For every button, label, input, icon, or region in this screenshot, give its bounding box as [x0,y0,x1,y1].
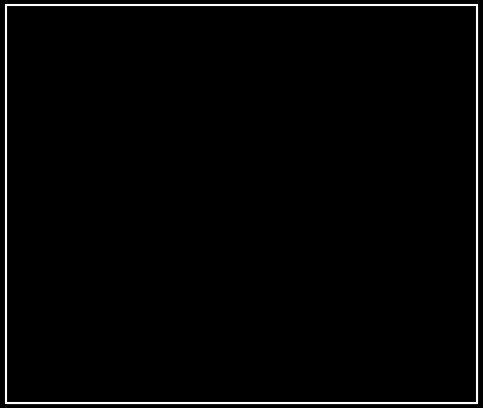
Bar [391,299,477,325]
Text: Before: Before [330,48,366,58]
Bar [305,170,391,195]
Bar [305,273,391,299]
Bar [305,222,391,247]
Bar [305,247,391,273]
Bar [6,40,305,66]
Bar [6,170,305,195]
Bar [6,92,305,118]
Bar [305,351,391,377]
Text: Cash and Cash Equivalents: Cash and Cash Equivalents [10,74,147,83]
Bar [391,170,477,195]
Text: Table 1: Comparison of Cash and Debt Before and After Equity Offering and Recapi: Table 1: Comparison of Cash and Debt Bef… [16,18,467,27]
Bar [305,144,391,170]
Bar [391,195,477,222]
Text: Short-term investments: Short-term investments [14,126,123,135]
Text: Finance lease obligations: Finance lease obligations [14,308,129,317]
Bar [391,118,477,144]
Bar [391,66,477,92]
Bar [305,66,391,92]
Bar [391,325,477,351]
Bar [391,377,477,403]
Bar [305,92,391,118]
Text: Net Cash (Debt): Net Cash (Debt) [10,386,91,395]
Bar [6,222,305,247]
Bar [6,144,305,170]
Bar [6,299,305,325]
Text: Restricted cash: Restricted cash [14,152,85,161]
Bar [391,351,477,377]
Text: After: After [420,48,448,58]
Bar [391,40,477,66]
Bar [391,273,477,299]
Bar [305,195,391,222]
Bar [6,118,305,144]
Bar [305,377,391,403]
Bar [391,222,477,247]
Text: Long-term debt, net: Long-term debt, net [14,282,105,291]
Bar [6,273,305,299]
Bar [305,299,391,325]
Text: Current portion of long-term debt: Current portion of long-term debt [14,256,167,265]
Text: Total cash and cash equivalents: Total cash and cash equivalents [14,178,177,187]
Bar [6,377,305,403]
Bar [6,247,305,273]
Bar [6,5,477,40]
Bar [391,247,477,273]
Bar [391,92,477,118]
Bar [6,66,305,92]
Text: Cash: Cash [14,100,37,109]
Text: Total debt: Total debt [14,334,66,343]
Text: Debt: Debt [10,230,34,239]
Bar [305,118,391,144]
Bar [6,325,305,351]
Bar [391,144,477,170]
Bar [6,195,305,222]
Bar [305,40,391,66]
Bar [305,325,391,351]
Bar [6,351,305,377]
